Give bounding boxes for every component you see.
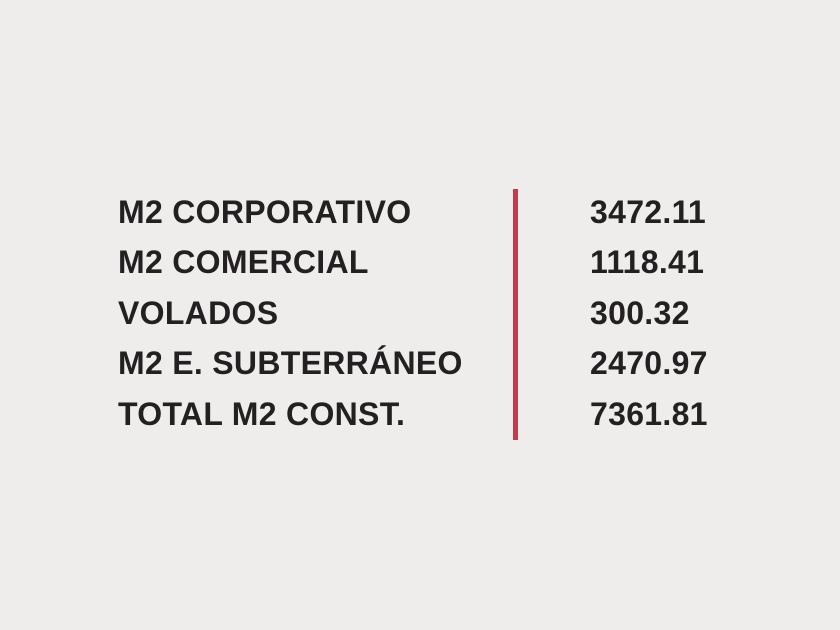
row-label: M2 COMERCIAL <box>118 244 369 281</box>
vertical-divider <box>513 189 518 440</box>
row-label: M2 CORPORATIVO <box>118 193 412 230</box>
table-row: TOTAL M2 CONST. 7361.81 <box>118 389 758 440</box>
table-row: M2 E. SUBTERRÁNEO 2470.97 <box>118 339 758 390</box>
row-label: M2 E. SUBTERRÁNEO <box>118 345 463 382</box>
table-row: M2 CORPORATIVO 3472.11 <box>118 187 758 238</box>
row-label: TOTAL M2 CONST. <box>118 395 406 432</box>
row-value: 1118.41 <box>590 244 705 281</box>
row-value: 300.32 <box>590 294 690 331</box>
row-value: 7361.81 <box>590 395 708 432</box>
row-value: 3472.11 <box>590 193 707 230</box>
area-summary-table: M2 CORPORATIVO 3472.11 M2 COMERCIAL 1118… <box>118 187 758 440</box>
row-label: VOLADOS <box>118 294 279 331</box>
table-row: VOLADOS 300.32 <box>118 288 758 339</box>
table-row: M2 COMERCIAL 1118.41 <box>118 238 758 289</box>
row-value: 2470.97 <box>590 345 708 382</box>
